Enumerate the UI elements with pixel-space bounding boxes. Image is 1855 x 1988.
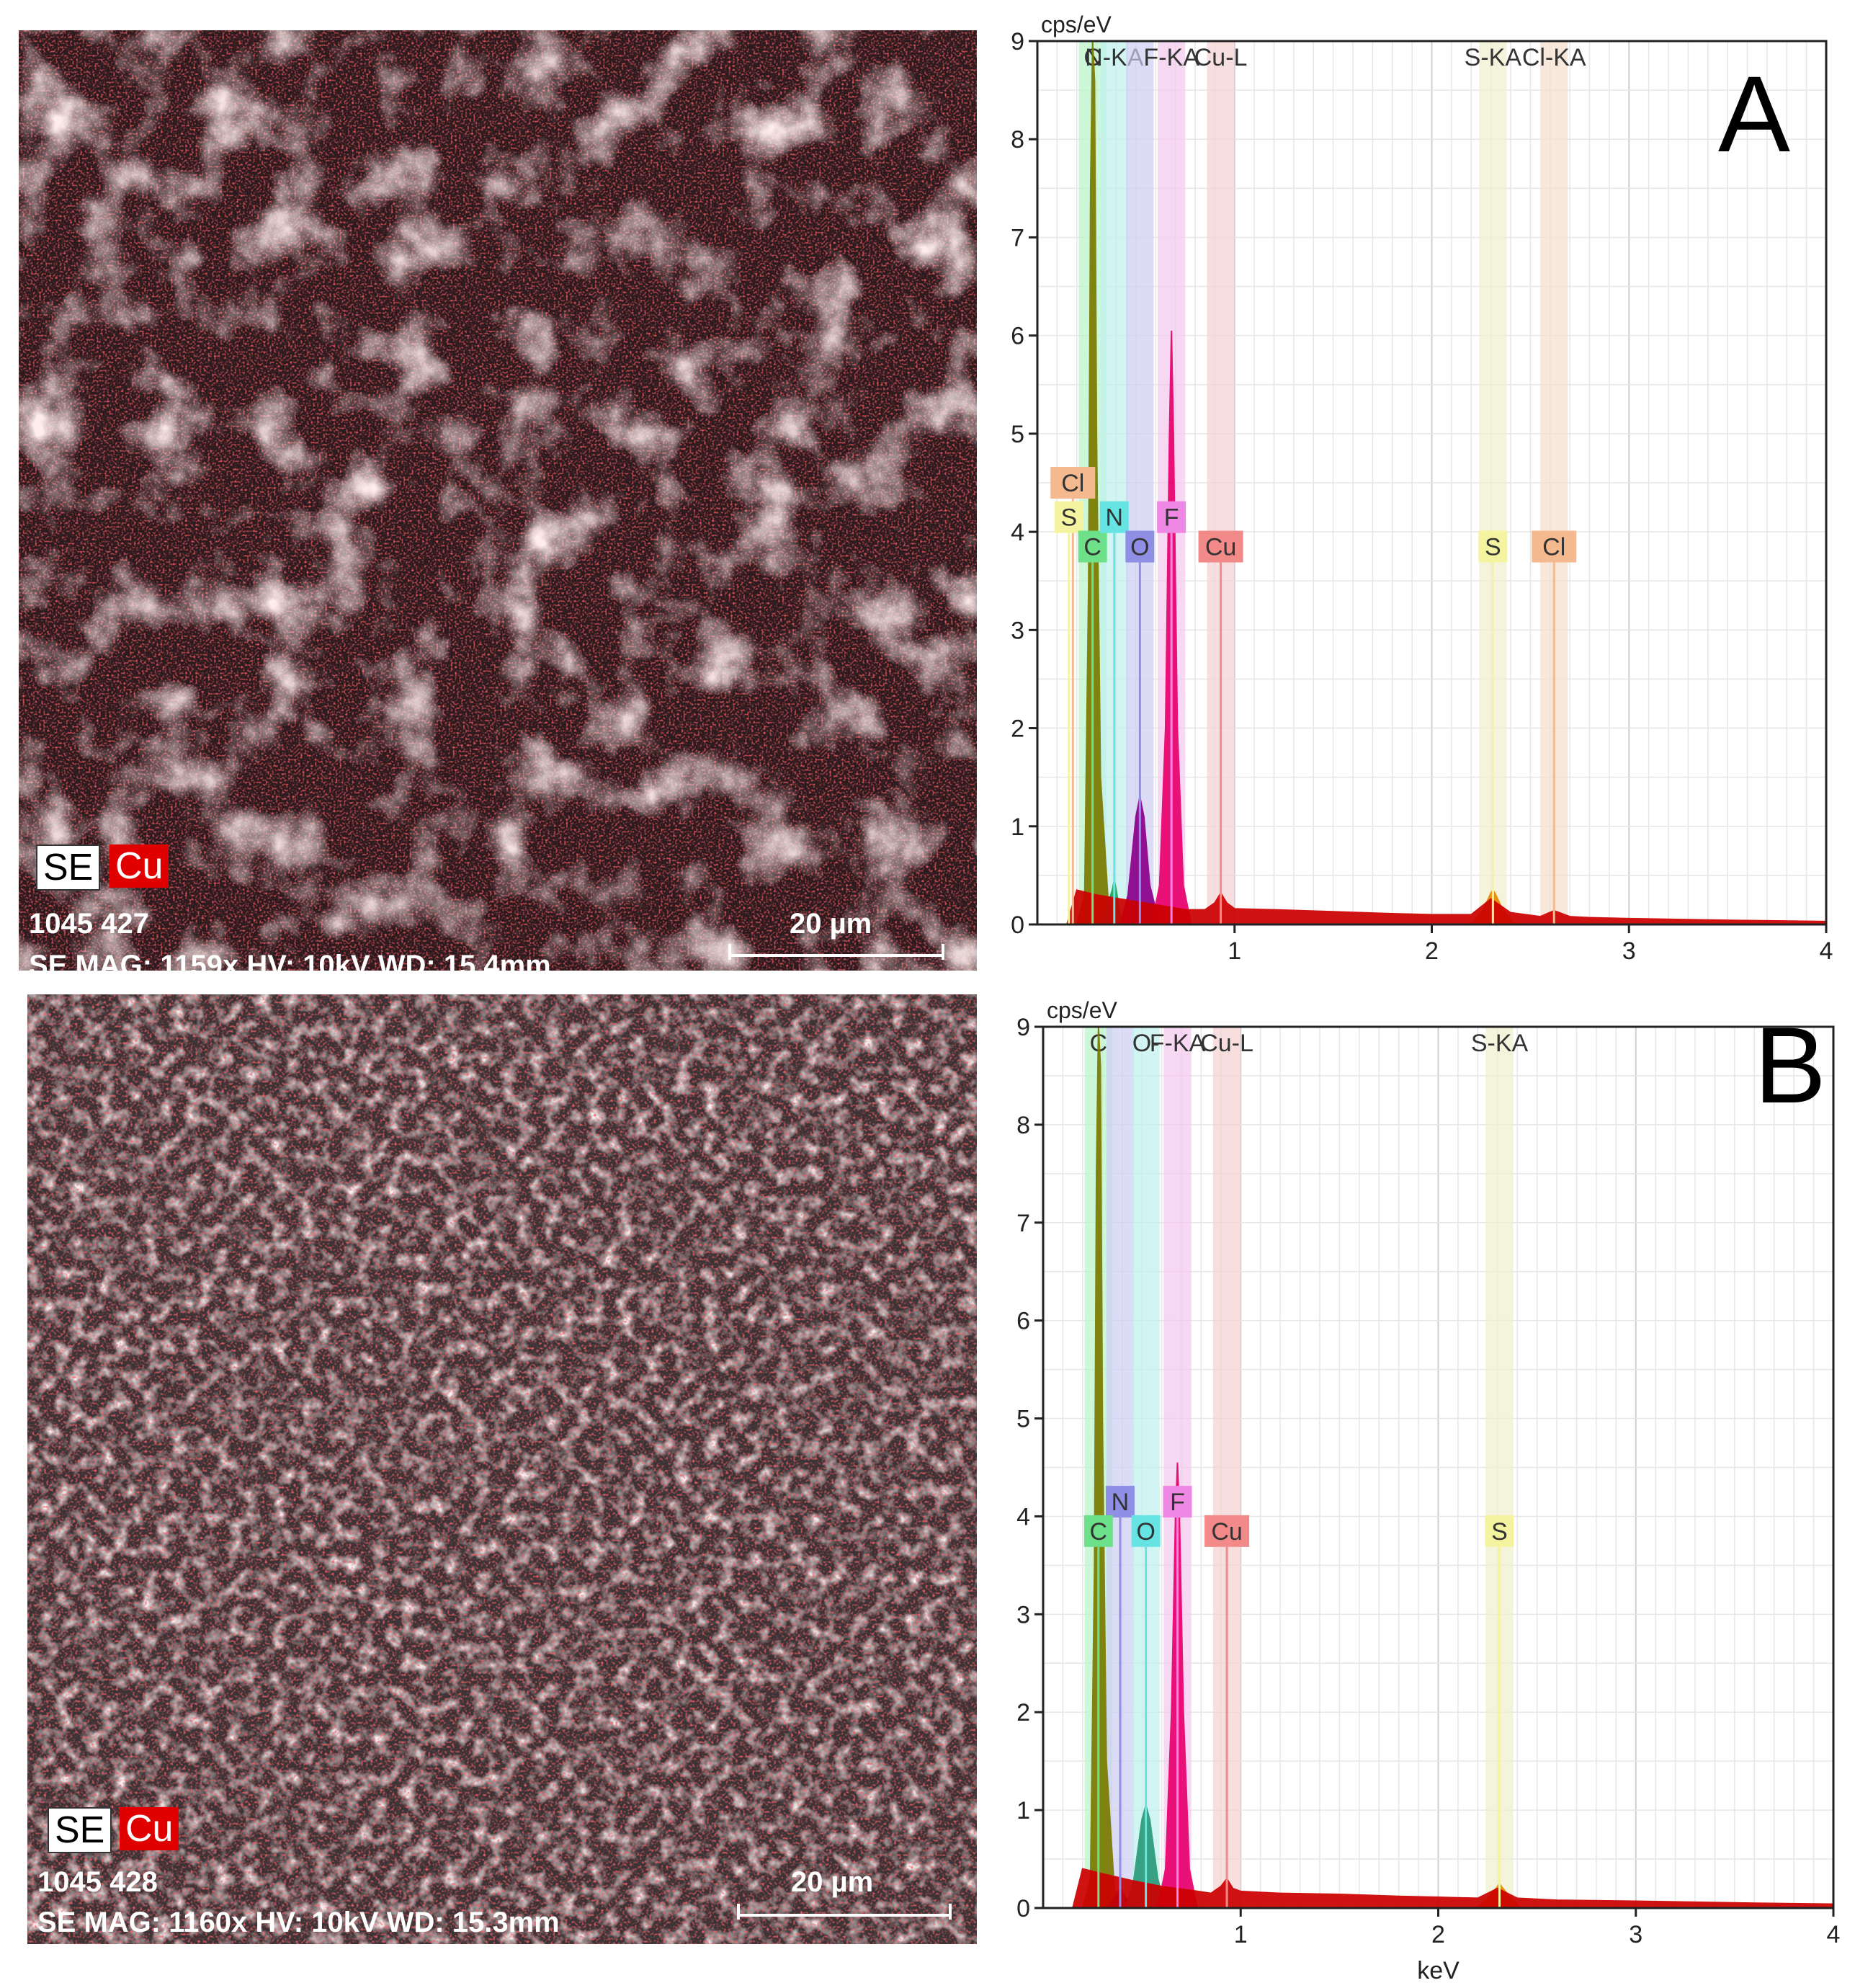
eds-spectrum-chart-b: CO-F-KACu-LS-KANFCOCuS01234567891234cps/…	[980, 994, 1855, 1988]
marker-label: Cu	[1205, 534, 1236, 561]
marker-box	[1105, 1486, 1135, 1518]
element-band-label: Cl-KA	[1522, 44, 1586, 71]
y-tick-label: 2	[1011, 716, 1024, 743]
se-badge: SE	[48, 1807, 112, 1853]
marker-box	[1485, 1515, 1514, 1547]
y-tick-label: 5	[1011, 421, 1024, 448]
x-tick-label: 2	[1425, 937, 1439, 965]
element-band-label: S-KA	[1471, 1030, 1529, 1057]
cu-badge: Cu	[109, 844, 169, 888]
marker-label: S	[1060, 504, 1077, 532]
marker-box	[1050, 467, 1096, 499]
series-spectrum	[1071, 1868, 1834, 1909]
panel-label: A	[1718, 53, 1790, 174]
eds-spectrum-svg-a: CN-KAF-KACu-LS-KACl-KAClSCNOFCuSCl012345…	[1011, 12, 1833, 965]
y-tick-label: 6	[1016, 1308, 1030, 1335]
marker-label: Cu	[1211, 1518, 1242, 1546]
y-tick-label: 9	[1016, 1014, 1030, 1041]
y-tick-label: 4	[1016, 1503, 1030, 1530]
y-tick-label: 9	[1011, 28, 1024, 55]
y-tick-label: 8	[1011, 126, 1024, 153]
marker-label: N	[1112, 1489, 1130, 1516]
x-tick-label: 1	[1228, 937, 1241, 965]
marker-box	[1125, 530, 1155, 563]
cu-badge: Cu	[120, 1807, 179, 1850]
scale-bar	[728, 944, 944, 960]
marker-label: N	[1105, 504, 1123, 532]
marker-label: S	[1485, 534, 1501, 561]
x-tick-label: 1	[1234, 1921, 1248, 1948]
sem-image-b: SE Cu 1045 428 SE MAG: 1160x HV: 10kV WD…	[27, 994, 977, 1944]
y-tick-label: 6	[1011, 323, 1024, 350]
y-tick-label: 8	[1016, 1112, 1030, 1139]
y-tick-label: 3	[1011, 617, 1024, 644]
eds-spectrum-svg-b: CO-F-KACu-LS-KANFCOCuS01234567891234cps/…	[1016, 997, 1841, 1984]
marker-label: S	[1491, 1518, 1508, 1546]
x-axis-label: keV	[1417, 1957, 1460, 1984]
marker-box	[1083, 1515, 1113, 1547]
y-tick-label: 0	[1011, 911, 1024, 939]
scale-bar	[737, 1904, 952, 1920]
marker-box	[1198, 530, 1243, 563]
sem-info: SE MAG: 1159x HV: 10kV WD: 15.4mm	[29, 950, 551, 971]
y-tick-label: 7	[1016, 1210, 1030, 1237]
y-tick-label: 1	[1016, 1797, 1030, 1824]
y-tick-label: 0	[1016, 1895, 1030, 1922]
marker-box	[1478, 530, 1508, 563]
x-tick-label: 3	[1622, 937, 1636, 965]
marker-label: F	[1164, 504, 1179, 532]
x-tick-label: 4	[1827, 1921, 1841, 1948]
element-band-label: F-KA	[1150, 1030, 1206, 1057]
y-tick-label: 5	[1016, 1406, 1030, 1433]
marker-label: F	[1170, 1489, 1185, 1516]
sample-id: 1045 428	[37, 1866, 158, 1898]
sample-id: 1045 427	[29, 908, 149, 940]
element-band-label: Cu-L	[1200, 1030, 1253, 1057]
sem-image-a: SE Cu 1045 427 SE MAG: 1159x HV: 10kV WD…	[19, 30, 977, 971]
y-axis-label: cps/eV	[1041, 12, 1112, 37]
marker-box	[1532, 530, 1577, 563]
y-tick-label: 2	[1016, 1699, 1030, 1726]
marker-box	[1163, 1486, 1192, 1518]
panel-label: B	[1754, 1004, 1826, 1126]
marker-label: Cl	[1542, 534, 1565, 561]
marker-box	[1204, 1515, 1250, 1547]
y-tick-label: 7	[1011, 224, 1024, 251]
element-band-label: O-	[1132, 1030, 1160, 1057]
scale-label: 20 µm	[791, 1866, 874, 1898]
sem-texture-a	[19, 30, 977, 971]
y-tick-label: 4	[1011, 519, 1024, 546]
marker-label: O	[1136, 1518, 1155, 1546]
se-badge: SE	[36, 844, 101, 891]
marker-box	[1131, 1515, 1161, 1547]
marker-box	[1157, 501, 1186, 533]
marker-label: C	[1083, 534, 1101, 561]
element-band-label: F-KA	[1143, 44, 1199, 71]
eds-spectrum-chart-a: CN-KAF-KACu-LS-KACl-KAClSCNOFCuSCl012345…	[980, 0, 1855, 994]
element-band-label: Cu-L	[1194, 44, 1248, 71]
sem-texture-b	[27, 994, 977, 1944]
marker-box	[1099, 501, 1129, 533]
marker-label: C	[1090, 1518, 1108, 1546]
marker-box	[1054, 501, 1083, 533]
x-tick-label: 3	[1629, 1921, 1642, 1948]
element-band-label: S-KA	[1465, 44, 1522, 71]
marker-label: O	[1130, 534, 1149, 561]
x-tick-label: 4	[1820, 937, 1833, 965]
y-tick-label: 1	[1011, 814, 1024, 841]
sem-info: SE MAG: 1160x HV: 10kV WD: 15.3mm	[37, 1907, 560, 1938]
y-tick-label: 3	[1016, 1601, 1030, 1628]
marker-box	[1078, 530, 1107, 563]
x-tick-label: 2	[1431, 1921, 1445, 1948]
marker-label: Cl	[1061, 470, 1084, 497]
scale-label: 20 µm	[790, 908, 872, 940]
y-axis-label: cps/eV	[1047, 997, 1117, 1023]
